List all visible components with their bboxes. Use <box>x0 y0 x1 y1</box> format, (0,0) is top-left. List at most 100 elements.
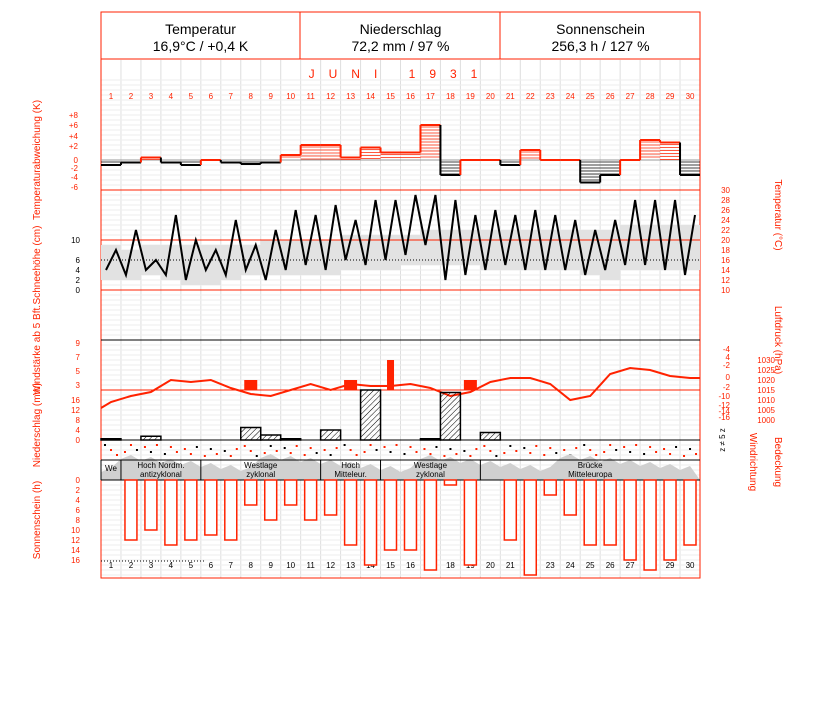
wind-direction-dot <box>549 447 552 449</box>
header-sunshine-value: 256,3 h / 127 % <box>551 38 650 54</box>
day-label-top: 3 <box>149 92 154 101</box>
tempdev-tick: 0 <box>74 156 79 165</box>
day-label-bottom: 16 <box>406 561 415 570</box>
day-label-top: 10 <box>286 92 295 101</box>
pressure-offset-tick: -4 <box>723 345 731 354</box>
wind-direction-dot <box>343 444 346 446</box>
tempdev-tick: +6 <box>69 121 79 130</box>
pressure-offset-tick: 4 <box>726 353 731 362</box>
wind-direction-dot <box>555 452 558 454</box>
wind-direction-dot <box>475 448 478 450</box>
tempdev-day <box>440 161 461 175</box>
pressure-offset-tick: -2 <box>723 361 731 370</box>
day-label-top: 14 <box>366 92 375 101</box>
day-label-bottom: 1 <box>109 561 114 570</box>
header-precipitation-label: Niederschlag <box>359 21 442 37</box>
cloud-cover-area <box>101 454 700 480</box>
day-label-top: 29 <box>666 92 675 101</box>
tempdev-day <box>320 146 341 160</box>
wind-direction-dot <box>655 451 658 453</box>
sunshine-bar <box>303 479 318 521</box>
tempdev-day <box>300 146 321 160</box>
day-label-top: 23 <box>546 92 555 101</box>
sunshine-bar <box>343 479 358 546</box>
precip-tick: 0 <box>76 436 81 445</box>
pressure-tick: 1000 <box>757 416 775 425</box>
tempdev-day <box>420 126 441 158</box>
day-label-top: 9 <box>268 92 273 101</box>
outer-frame <box>100 11 701 579</box>
precip-tick: 4 <box>76 426 81 435</box>
wind-direction-dot <box>303 454 306 456</box>
wind-direction-dot <box>483 445 486 447</box>
wind-direction-dot <box>169 446 172 448</box>
snow-axis-label: Schneehöhe (cm) <box>32 226 43 305</box>
wind-direction-dot <box>469 455 472 457</box>
sunshine-axis-label: Sonnenschein (h) <box>32 481 43 559</box>
wind-direction-dot <box>349 449 352 451</box>
header-sunshine-label: Sonnenschein <box>556 21 645 37</box>
wind-bar <box>463 380 477 390</box>
sunshine-bar <box>244 479 258 506</box>
wind-direction-dot <box>135 449 138 451</box>
wind-direction-dot <box>375 449 378 451</box>
wind-direction-dot <box>269 445 272 447</box>
wind-direction-legend: z ≠ 5 z <box>718 428 727 452</box>
wind-direction-dot <box>335 447 338 449</box>
day-label-top: 4 <box>169 92 174 101</box>
header-temperature-label: Temperatur <box>165 21 236 37</box>
wind-direction-dot <box>649 446 652 448</box>
tempdev-day <box>680 161 700 175</box>
pressure-tick: 1010 <box>757 396 775 405</box>
wind-bar <box>244 380 258 390</box>
wind-direction-dot <box>323 449 326 451</box>
pressure-offset-tick: -10 <box>718 392 730 401</box>
day-label-top: 26 <box>606 92 615 101</box>
day-label-top: 17 <box>426 92 435 101</box>
sunshine-bar <box>563 479 577 516</box>
wind-tick: 9 <box>76 339 81 348</box>
wind-direction-dot <box>529 452 532 454</box>
wind-direction-dot <box>535 445 538 447</box>
sunshine-bar <box>643 479 657 571</box>
sunshine-bar <box>204 479 218 536</box>
precip-tick: 8 <box>76 416 81 425</box>
temperature-tick: 14 <box>721 266 730 275</box>
wind-direction-dot <box>389 451 392 453</box>
precip-bar <box>439 391 462 441</box>
wind-direction-dot <box>195 446 198 448</box>
wind-direction-dot <box>116 454 118 456</box>
header-precipitation: Niederschlag 72,2 mm / 97 % <box>301 12 500 58</box>
weather-type-label: Hoch Nordm. <box>137 461 184 470</box>
day-label-bottom: 8 <box>249 561 254 570</box>
weather-type-label: Westlage <box>244 461 278 470</box>
header-temperature-value: 16,9°C / +0,4 K <box>152 38 249 54</box>
day-label-bottom: 30 <box>686 561 695 570</box>
tempdev-day <box>600 161 621 175</box>
tempdev-day <box>520 151 541 159</box>
pressure-offset-tick: 0 <box>726 373 731 382</box>
sunshine-bar <box>363 479 378 566</box>
day-label-bottom: 2 <box>129 561 134 570</box>
snow-tick: 6 <box>76 256 81 265</box>
wind-direction-dot <box>229 455 232 457</box>
wind-direction-dot <box>409 446 412 448</box>
wind-direction-dot <box>369 444 372 446</box>
wind-direction-dot <box>263 452 266 454</box>
day-label-top: 18 <box>446 92 455 101</box>
day-label-bottom: 23 <box>546 561 555 570</box>
tempdev-day <box>660 144 681 160</box>
wind-direction-dot <box>249 450 252 452</box>
wind-direction-dot <box>435 446 438 448</box>
wind-direction-dot <box>575 447 578 449</box>
sunshine-bar <box>164 479 178 546</box>
sunshine-tick: 2 <box>76 486 81 495</box>
pressure-tick: 1005 <box>757 406 775 415</box>
day-label-top: 2 <box>129 92 134 101</box>
wind-direction-dot <box>309 447 312 449</box>
day-label-top: 21 <box>506 92 515 101</box>
day-label-bottom: 24 <box>566 561 575 570</box>
wind-direction-dot <box>635 444 638 446</box>
wind-direction-dot <box>629 451 632 453</box>
